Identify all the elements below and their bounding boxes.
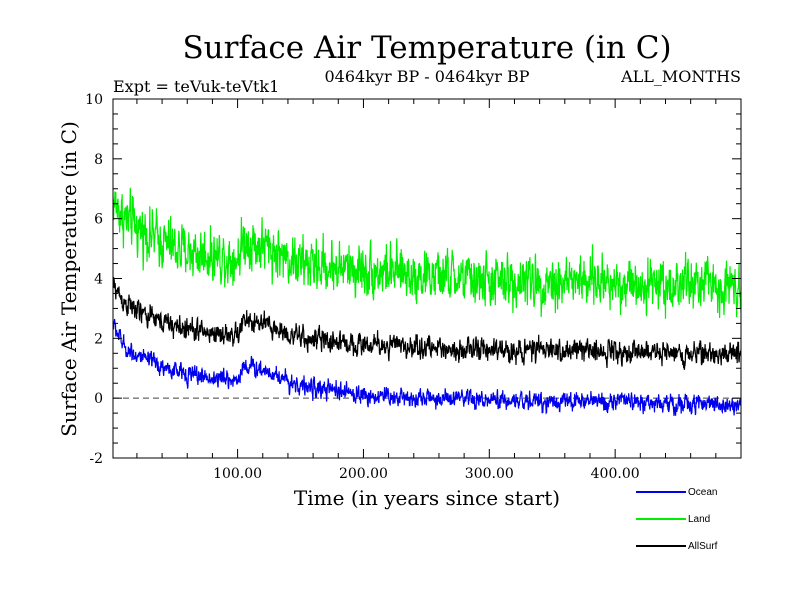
- x-tick-label: 300.00: [465, 466, 514, 482]
- legend-label-land: Land: [688, 514, 710, 525]
- x-tick-label: 400.00: [591, 466, 640, 482]
- y-tick-label: 10: [85, 92, 103, 108]
- x-tick-label: 200.00: [339, 466, 388, 482]
- chart-title: Surface Air Temperature (in C): [182, 30, 671, 66]
- expt-label: Expt = teVuk-teVtk1: [113, 77, 279, 96]
- legend: Ocean Land AllSurf: [636, 487, 718, 552]
- x-axis-label: Time (in years since start): [294, 486, 560, 510]
- series-line-ocean: [113, 318, 741, 416]
- y-tick-label: 8: [94, 152, 103, 168]
- series-layer: [113, 187, 741, 416]
- ticks-layer: -2 0 2 4 6 8 10 100.00 200.00 300.00 400.00: [85, 92, 741, 482]
- chart-subtitle: 0464kyr BP - 0464kyr BP: [325, 67, 530, 86]
- series-line-land: [113, 187, 741, 319]
- legend-label-ocean: Ocean: [688, 487, 717, 498]
- y-tick-label: -2: [89, 451, 103, 467]
- y-tick-label: 4: [94, 272, 103, 288]
- legend-label-allsurf: AllSurf: [688, 541, 718, 552]
- y-tick-label: 0: [94, 391, 103, 407]
- y-tick-label: 2: [94, 331, 103, 347]
- x-tick-label: 100.00: [213, 466, 262, 482]
- months-label: ALL_MONTHS: [620, 67, 741, 86]
- y-axis-label: Surface Air Temperature (in C): [57, 121, 81, 437]
- y-tick-label: 6: [94, 212, 103, 228]
- series-line-allsurf: [113, 276, 741, 370]
